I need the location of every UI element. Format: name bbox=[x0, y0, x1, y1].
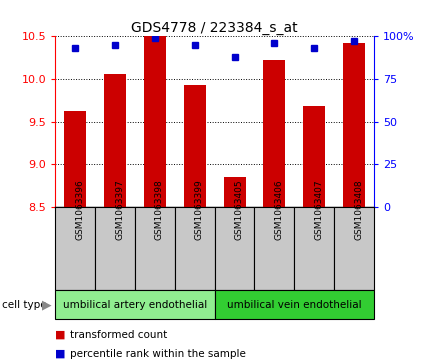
Bar bbox=[184, 85, 206, 207]
Title: GDS4778 / 223384_s_at: GDS4778 / 223384_s_at bbox=[131, 21, 298, 35]
Bar bbox=[104, 74, 126, 207]
Bar bbox=[144, 36, 166, 207]
Text: GSM1063398: GSM1063398 bbox=[155, 179, 164, 240]
Text: GSM1063396: GSM1063396 bbox=[75, 179, 84, 240]
Text: ▶: ▶ bbox=[42, 298, 51, 311]
Bar bbox=[135, 207, 175, 290]
Text: umbilical vein endothelial: umbilical vein endothelial bbox=[227, 300, 362, 310]
Bar bbox=[55, 290, 215, 319]
Bar bbox=[215, 207, 255, 290]
Bar bbox=[303, 106, 325, 207]
Bar bbox=[255, 207, 294, 290]
Text: umbilical artery endothelial: umbilical artery endothelial bbox=[63, 300, 207, 310]
Text: GSM1063397: GSM1063397 bbox=[115, 179, 124, 240]
Bar bbox=[264, 60, 285, 207]
Bar bbox=[294, 207, 334, 290]
Text: cell type: cell type bbox=[2, 300, 47, 310]
Text: transformed count: transformed count bbox=[70, 330, 167, 340]
Text: GSM1063408: GSM1063408 bbox=[354, 179, 363, 240]
Bar bbox=[334, 207, 374, 290]
Text: GSM1063406: GSM1063406 bbox=[275, 179, 283, 240]
Text: GSM1063407: GSM1063407 bbox=[314, 179, 323, 240]
Text: ■: ■ bbox=[55, 330, 66, 340]
Bar bbox=[95, 207, 135, 290]
Bar bbox=[175, 207, 215, 290]
Bar bbox=[55, 207, 95, 290]
Bar bbox=[343, 43, 365, 207]
Text: GSM1063405: GSM1063405 bbox=[235, 179, 244, 240]
Text: GSM1063399: GSM1063399 bbox=[195, 179, 204, 240]
Bar bbox=[64, 111, 86, 207]
Bar bbox=[224, 177, 246, 207]
Text: ■: ■ bbox=[55, 349, 66, 359]
Text: percentile rank within the sample: percentile rank within the sample bbox=[70, 349, 246, 359]
Bar bbox=[215, 290, 374, 319]
